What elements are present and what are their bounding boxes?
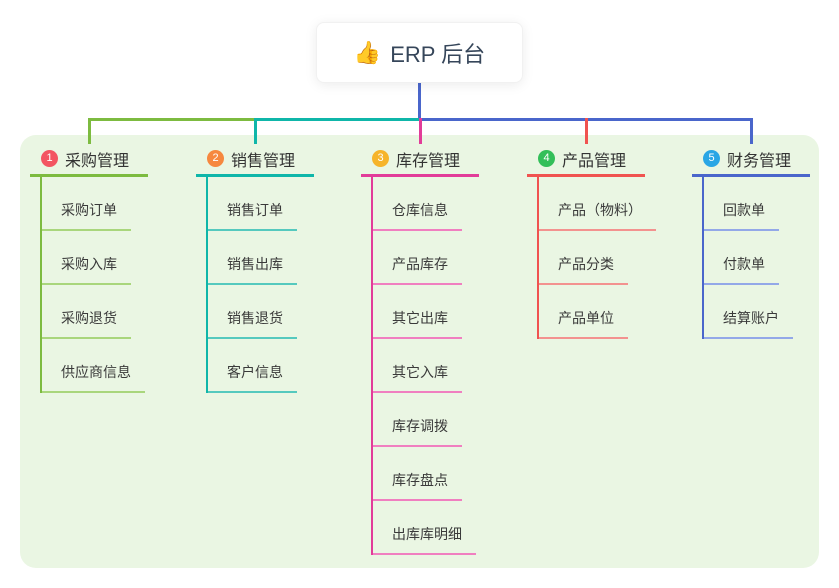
child-node[interactable]: 采购入库 <box>42 231 131 285</box>
child-node[interactable]: 销售出库 <box>208 231 297 285</box>
child-node[interactable]: 结算账户 <box>704 285 793 339</box>
drop-line-product <box>584 118 588 144</box>
bus-segment-purchase <box>87 118 254 121</box>
child-node[interactable]: 产品库存 <box>373 231 462 285</box>
branch-header-finance[interactable]: 5 财务管理 <box>692 143 810 177</box>
thumbs-up-icon: 👍 <box>353 39 382 65</box>
child-node[interactable]: 其它出库 <box>373 285 462 339</box>
branch-finance: 5 财务管理 回款单 付款单 结算账户 <box>692 143 822 339</box>
child-node[interactable]: 采购订单 <box>42 177 131 231</box>
branch-number-badge: 4 <box>538 150 555 167</box>
child-node[interactable]: 销售订单 <box>208 177 297 231</box>
drop-line-inventory <box>418 118 422 144</box>
branch-label: 产品管理 <box>562 152 627 170</box>
branch-header-product[interactable]: 4 产品管理 <box>527 143 645 177</box>
branches-panel <box>20 135 819 568</box>
bus-segment-sales <box>253 118 419 121</box>
branch-header-purchase[interactable]: 1 采购管理 <box>30 143 148 177</box>
branch-purchase: 1 采购管理 采购订单 采购入库 采购退货 供应商信息 <box>30 143 160 393</box>
branch-label: 销售管理 <box>231 152 296 170</box>
branch-children: 产品（物料） 产品分类 产品单位 <box>537 177 656 339</box>
branch-header-sales[interactable]: 2 销售管理 <box>196 143 314 177</box>
child-node[interactable]: 供应商信息 <box>42 339 145 393</box>
branch-product: 4 产品管理 产品（物料） 产品分类 产品单位 <box>527 143 657 339</box>
child-node[interactable]: 产品（物料） <box>539 177 656 231</box>
branch-sales: 2 销售管理 销售订单 销售出库 销售退货 客户信息 <box>196 143 326 393</box>
branch-inventory: 3 库存管理 仓库信息 产品库存 其它出库 其它入库 库存调拨 库存盘点 出库库… <box>361 143 491 555</box>
root-node-label: ERP 后台 <box>390 41 486 67</box>
root-node[interactable]: 👍 ERP 后台 <box>316 22 523 83</box>
child-node[interactable]: 库存调拨 <box>373 393 462 447</box>
branch-number-badge: 3 <box>372 150 389 167</box>
child-node[interactable]: 产品单位 <box>539 285 628 339</box>
child-node[interactable]: 出库库明细 <box>373 501 476 555</box>
branch-children: 仓库信息 产品库存 其它出库 其它入库 库存调拨 库存盘点 出库库明细 <box>371 177 476 555</box>
branch-children: 回款单 付款单 结算账户 <box>702 177 793 339</box>
child-node[interactable]: 回款单 <box>704 177 779 231</box>
root-connector-line <box>417 83 421 119</box>
drop-line-purchase <box>87 118 91 144</box>
child-node[interactable]: 库存盘点 <box>373 447 462 501</box>
branch-children: 销售订单 销售出库 销售退货 客户信息 <box>206 177 297 393</box>
branch-number-badge: 5 <box>703 150 720 167</box>
branch-header-inventory[interactable]: 3 库存管理 <box>361 143 479 177</box>
branch-children: 采购订单 采购入库 采购退货 供应商信息 <box>40 177 145 393</box>
child-node[interactable]: 销售退货 <box>208 285 297 339</box>
child-node[interactable]: 其它入库 <box>373 339 462 393</box>
drop-line-sales <box>253 118 257 144</box>
child-node[interactable]: 产品分类 <box>539 231 628 285</box>
branch-label: 采购管理 <box>65 152 130 170</box>
branch-number-badge: 1 <box>41 150 58 167</box>
child-node[interactable]: 仓库信息 <box>373 177 462 231</box>
child-node[interactable]: 付款单 <box>704 231 779 285</box>
child-node[interactable]: 采购退货 <box>42 285 131 339</box>
branch-label: 库存管理 <box>396 152 461 170</box>
child-node[interactable]: 客户信息 <box>208 339 297 393</box>
drop-line-finance <box>749 118 753 144</box>
branch-label: 财务管理 <box>727 152 792 170</box>
branch-number-badge: 2 <box>207 150 224 167</box>
